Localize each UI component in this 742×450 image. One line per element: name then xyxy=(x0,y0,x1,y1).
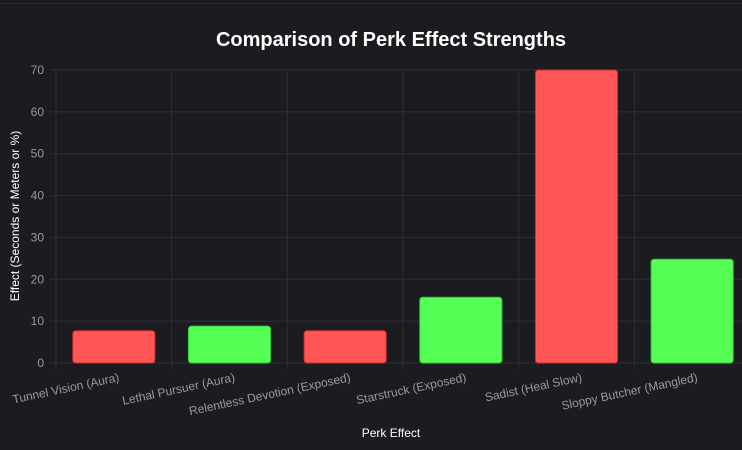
bar xyxy=(72,330,156,364)
x-tick-label: Starstruck (Exposed) xyxy=(355,370,468,407)
y-tick-label: 60 xyxy=(31,105,45,119)
y-axis-label: Effect (Seconds or Meters or %) xyxy=(8,131,22,302)
bar xyxy=(650,258,734,364)
bar xyxy=(187,325,272,364)
y-tick-label: 70 xyxy=(31,63,45,77)
chart-title: Comparison of Perk Effect Strengths xyxy=(216,29,566,51)
y-tick-label: 0 xyxy=(37,356,44,370)
bar xyxy=(534,69,619,364)
x-axis-label: Perk Effect xyxy=(362,426,421,440)
y-tick-label: 20 xyxy=(31,272,45,286)
y-tick-label: 10 xyxy=(31,314,45,328)
y-tick-label: 50 xyxy=(31,147,45,161)
x-tick-label: Tunnel Vision (Aura) xyxy=(11,370,120,406)
y-tick-label: 40 xyxy=(31,189,45,203)
y-tick-label: 30 xyxy=(31,230,45,244)
bar xyxy=(419,296,503,364)
top-divider xyxy=(0,3,742,4)
bar xyxy=(303,330,387,364)
